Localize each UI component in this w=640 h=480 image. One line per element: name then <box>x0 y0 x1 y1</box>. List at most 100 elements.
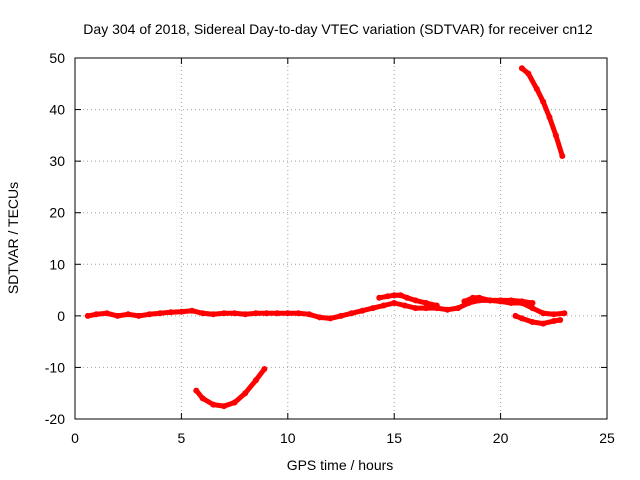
data-point <box>125 311 132 318</box>
data-point <box>518 300 525 306</box>
data-point <box>284 310 291 317</box>
data-point <box>540 320 547 327</box>
data-point <box>423 305 430 312</box>
data-point <box>210 401 217 408</box>
data-point <box>84 312 91 319</box>
data-point <box>529 305 536 312</box>
data-point <box>540 98 547 105</box>
data-point <box>376 294 383 301</box>
data-point <box>199 395 206 402</box>
data-point <box>93 311 100 318</box>
data-point <box>433 302 440 309</box>
data-point <box>497 297 504 304</box>
data-point <box>327 315 334 322</box>
data-point <box>525 70 532 77</box>
data-point <box>518 315 525 322</box>
data-point <box>550 318 557 324</box>
data-point <box>252 310 259 317</box>
data-point <box>391 292 398 299</box>
x-tick-label: 15 <box>386 430 402 446</box>
data-point <box>380 302 387 309</box>
data-point <box>263 310 270 317</box>
data-point <box>397 292 404 299</box>
x-tick-label: 10 <box>280 430 296 446</box>
y-tick-label: -10 <box>45 359 65 375</box>
series-line-5 <box>193 366 267 409</box>
data-point <box>444 306 451 313</box>
data-point <box>561 310 568 317</box>
y-axis-label: SDTVAR / TECUs <box>5 182 21 294</box>
data-point <box>242 311 249 318</box>
data-point <box>423 300 430 306</box>
data-point <box>546 114 553 121</box>
data-point <box>518 65 525 72</box>
data-point <box>252 377 259 384</box>
data-point <box>193 387 200 394</box>
data-point <box>221 403 227 410</box>
data-point <box>261 366 268 372</box>
data-point <box>401 302 408 309</box>
data-point <box>274 310 281 317</box>
data-point <box>231 399 238 406</box>
data-point <box>167 309 174 316</box>
data-point <box>508 297 515 304</box>
data-point <box>487 297 493 304</box>
y-tick-label: 50 <box>49 50 65 66</box>
data-point <box>529 300 536 306</box>
data-point <box>550 311 557 318</box>
data-point <box>114 312 121 319</box>
chart-title: Day 304 of 2018, Sidereal Day-to-day VTE… <box>83 21 593 37</box>
data-point <box>369 305 376 312</box>
x-tick-label: 20 <box>493 430 509 446</box>
y-tick-label: 40 <box>49 102 65 118</box>
data-point <box>348 310 355 317</box>
data-point <box>135 312 142 319</box>
axis-ticks: 0 5 10 15 20 25 -20 -10 0 10 20 30 40 50 <box>45 50 615 446</box>
data-point <box>359 307 366 314</box>
series-line-6 <box>519 65 565 159</box>
data-point <box>412 305 419 312</box>
data-point <box>199 310 206 317</box>
data-point <box>242 390 249 397</box>
data-point <box>306 311 313 318</box>
data-point <box>476 294 483 301</box>
grid <box>75 58 607 419</box>
data-point <box>295 310 302 317</box>
y-tick-label: 30 <box>49 153 65 169</box>
data-point <box>404 294 410 301</box>
x-axis-label: GPS time / hours <box>287 457 394 473</box>
data-point <box>512 312 519 319</box>
y-tick-label: -20 <box>45 411 65 427</box>
data-series <box>84 65 568 410</box>
data-point <box>316 314 323 321</box>
data-point <box>540 310 547 317</box>
y-tick-label: 10 <box>49 256 65 272</box>
data-point <box>103 310 110 317</box>
data-point <box>557 317 564 323</box>
data-point <box>529 319 536 325</box>
data-point <box>391 300 398 306</box>
data-point <box>533 85 540 92</box>
data-point <box>210 311 217 318</box>
data-point <box>461 298 468 305</box>
data-point <box>338 312 344 319</box>
x-tick-label: 0 <box>71 430 79 446</box>
data-point <box>146 311 153 318</box>
y-tick-label: 20 <box>49 205 65 221</box>
data-point <box>231 310 238 317</box>
data-point <box>157 310 164 317</box>
data-point <box>384 293 391 300</box>
data-point <box>559 153 566 159</box>
data-point <box>221 310 227 317</box>
data-point <box>455 305 461 312</box>
data-point <box>178 308 185 315</box>
data-point <box>469 294 476 301</box>
data-point <box>189 307 195 314</box>
x-tick-label: 5 <box>178 430 186 446</box>
x-tick-label: 25 <box>599 430 615 446</box>
data-point <box>552 132 559 139</box>
y-tick-label: 0 <box>57 308 65 324</box>
data-point <box>412 297 419 304</box>
